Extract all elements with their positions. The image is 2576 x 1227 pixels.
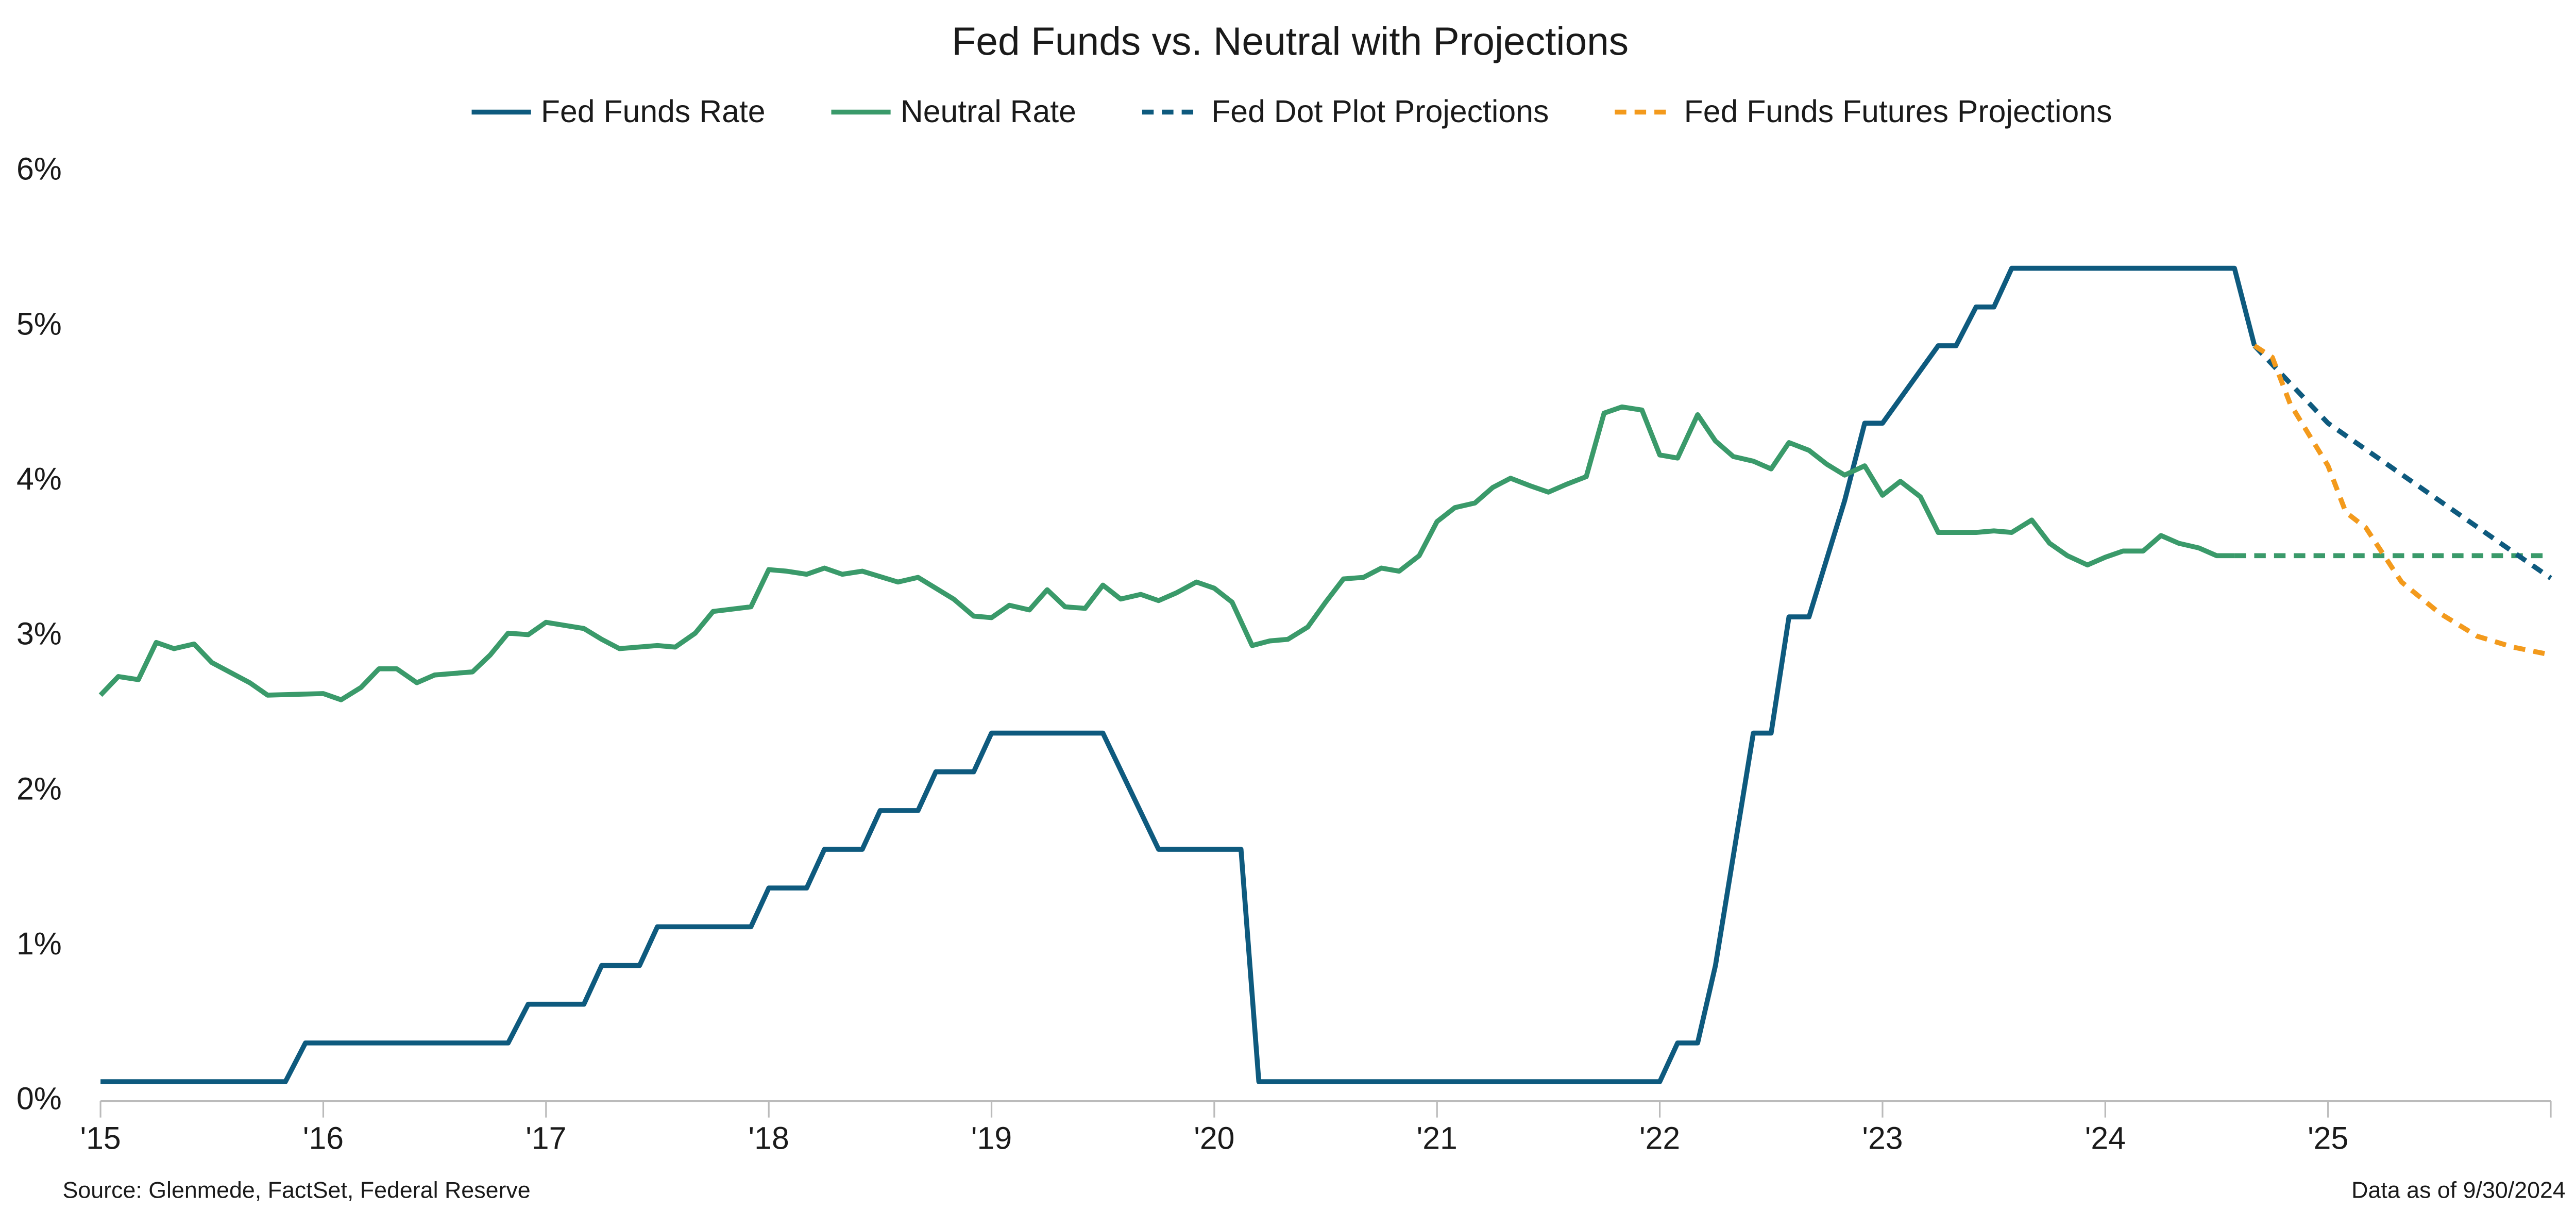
legend-item: Fed Funds Futures Projections: [1615, 94, 2112, 129]
y-tick-label: 2%: [16, 771, 62, 806]
x-tick-label: '19: [971, 1120, 1012, 1155]
chart-title: Fed Funds vs. Neutral with Projections: [952, 20, 1629, 64]
y-tick-label: 1%: [16, 926, 62, 961]
x-tick-label: '16: [303, 1120, 344, 1155]
legend-label: Fed Funds Futures Projections: [1684, 94, 2112, 129]
legend-item: Neutral Rate: [831, 94, 1076, 129]
x-tick-label: '20: [1194, 1120, 1234, 1155]
x-tick-label: '17: [526, 1120, 566, 1155]
series-line: [98, 404, 2235, 702]
projection-line: [2252, 344, 2552, 580]
legend: Fed Funds Rate Neutral Rate Fed Dot Plot P…: [471, 94, 2112, 129]
y-tick-label: 3%: [16, 616, 62, 651]
x-tick-label: '25: [2308, 1120, 2348, 1155]
y-tick-label: 0%: [16, 1081, 62, 1116]
legend-item: Fed Dot Plot Projections: [1142, 94, 1549, 129]
x-tick-label: '21: [1417, 1120, 1458, 1155]
y-tick-label: 5%: [16, 306, 62, 341]
y-tick-label: 6%: [16, 152, 62, 187]
projection-line: [2253, 343, 2551, 658]
legend-item: Fed Funds Rate: [471, 94, 766, 129]
y-tick-label: 4%: [16, 461, 62, 496]
x-tick-label: '22: [1639, 1120, 1680, 1155]
x-tick-label: '15: [80, 1120, 121, 1155]
x-tick-label: '24: [2085, 1120, 2126, 1155]
source-note: Source: Glenmede, FactSet, Federal Reser…: [63, 1177, 531, 1203]
x-tick-label: '23: [1862, 1120, 1903, 1155]
legend-label: Neutral Rate: [901, 94, 1076, 129]
x-tick-label: '18: [749, 1120, 789, 1155]
legend-label: Fed Funds Rate: [541, 94, 766, 129]
legend-label: Fed Dot Plot Projections: [1211, 94, 1549, 129]
data-date-note: Data as of 9/30/2024: [2351, 1177, 2566, 1203]
series-line: [100, 265, 2257, 1084]
